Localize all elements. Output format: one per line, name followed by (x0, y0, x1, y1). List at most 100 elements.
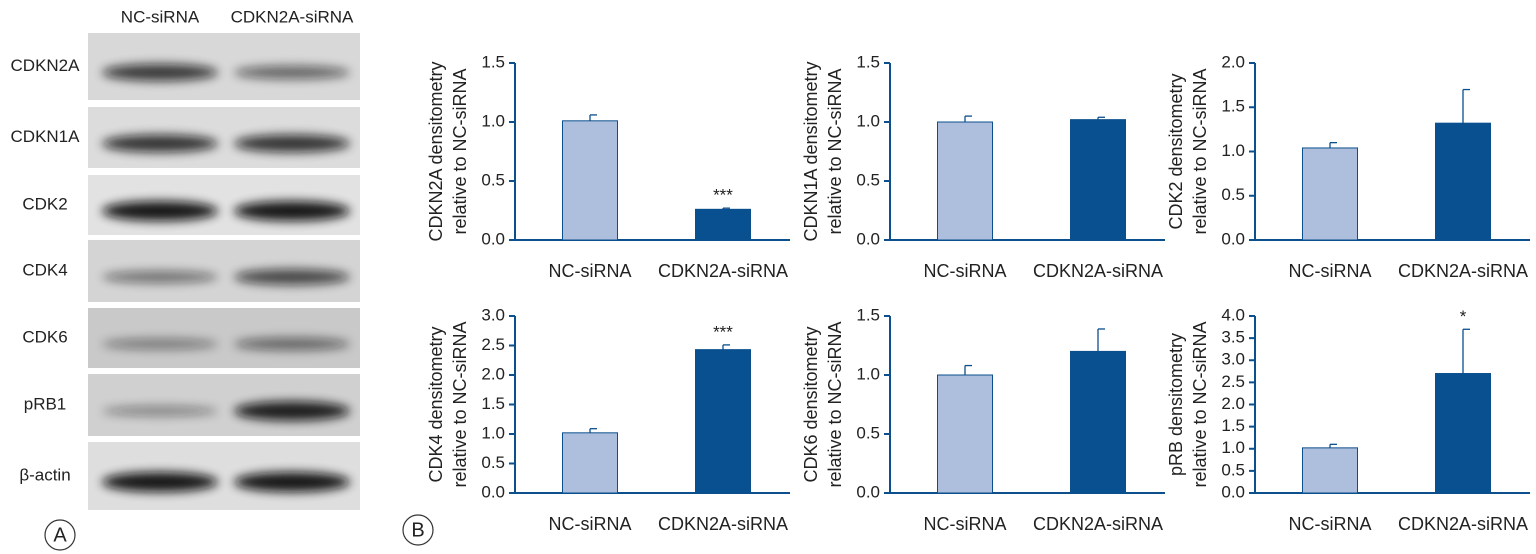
blot-background (88, 308, 360, 368)
y-tick-label: 2.5 (481, 335, 505, 354)
y-tick-label: 0.5 (1221, 460, 1245, 479)
blot-band (234, 201, 350, 221)
blot-band (102, 64, 218, 81)
panel-b-label: B (402, 514, 434, 546)
y-axis-label: pRB densitometry (1166, 333, 1186, 476)
blot-strip (88, 308, 360, 368)
error-bar (1462, 88, 1470, 124)
x-tick-label: CDKN2A-siRNA (1398, 261, 1528, 281)
y-tick-label: 3.5 (1221, 328, 1245, 347)
error-bar (589, 114, 597, 121)
x-tick-label: CDKN2A-siRNA (1033, 514, 1163, 534)
y-tick-label: 1.0 (1221, 438, 1245, 457)
blot-strip (88, 442, 360, 510)
error-bar (722, 344, 730, 350)
blot-band (234, 401, 350, 421)
y-tick-label: 1.5 (856, 52, 880, 71)
x-tick-label: NC-siRNA (549, 514, 632, 534)
panel-label: B (411, 519, 424, 541)
y-axis-label: relative to NC-siRNA (825, 68, 845, 234)
blot-band (102, 405, 218, 417)
blot-band (234, 269, 350, 285)
y-tick-label: 3.0 (481, 305, 505, 324)
bar (937, 121, 993, 241)
y-axis-label: relative to NC-siRNA (450, 68, 470, 234)
chart: CDKN1A densitometry relative to NC-siRNA 0… (801, 52, 1165, 281)
y-tick-label: 1.0 (481, 423, 505, 442)
lane-label: NC-siRNA (121, 7, 200, 26)
y-tick-label: 0.0 (856, 229, 880, 248)
chart: CDKN2A densitometry relative to NC-siRNA 0… (426, 52, 790, 281)
y-tick-label: 1.5 (1221, 97, 1245, 116)
blot-band (234, 65, 350, 80)
bar (695, 208, 751, 241)
error-bar (1462, 328, 1470, 374)
x-tick-label: NC-siRNA (924, 261, 1007, 281)
y-tick-label: 0.5 (481, 453, 505, 472)
significance-label: * (1460, 307, 1467, 326)
bar (1070, 119, 1126, 241)
blot-strip (88, 175, 360, 235)
protein-label: CDK2 (22, 194, 67, 213)
blot-band (234, 337, 350, 351)
bar (1435, 122, 1491, 241)
bar (937, 374, 993, 494)
y-tick-label: 2.0 (481, 364, 505, 383)
y-tick-label: 2.5 (1221, 372, 1245, 391)
y-tick-label: 0.0 (856, 482, 880, 501)
panel-label: A (53, 524, 67, 546)
y-tick-label: 1.0 (481, 111, 505, 130)
blot-band (102, 472, 218, 492)
y-tick-label: 1.0 (1221, 141, 1245, 160)
protein-label: CDK4 (22, 260, 67, 279)
bar (562, 432, 618, 494)
protein-label: CDK6 (22, 327, 67, 346)
y-tick-label: 0.0 (481, 482, 505, 501)
x-tick-label: NC-siRNA (1289, 261, 1372, 281)
blot-band (102, 338, 218, 350)
blot-band (102, 201, 218, 221)
error-bar (1097, 116, 1105, 120)
blot-band (102, 134, 218, 153)
y-tick-label: 0.0 (481, 229, 505, 248)
y-axis-label: CDK4 densitometry (426, 326, 446, 482)
bar (1435, 373, 1491, 494)
bar (562, 120, 618, 241)
bar (1302, 447, 1358, 494)
y-axis-label: relative to NC-siRNA (1190, 321, 1210, 487)
blot-strip (88, 107, 360, 168)
y-axis-label: CDKN1A densitometry (801, 61, 821, 241)
error-bar (964, 115, 972, 122)
x-tick-label: NC-siRNA (549, 261, 632, 281)
y-tick-label: 4.0 (1221, 305, 1245, 324)
blot-strip (88, 240, 360, 302)
error-bar (964, 364, 972, 375)
blot-band (234, 134, 350, 153)
y-tick-label: 0.5 (856, 423, 880, 442)
y-tick-label: 1.5 (481, 52, 505, 71)
y-tick-label: 0.0 (1221, 229, 1245, 248)
y-tick-label: 0.5 (856, 170, 880, 189)
x-tick-label: CDKN2A-siRNA (1398, 514, 1528, 534)
error-bar (1329, 141, 1337, 148)
protein-label: CDKN1A (11, 127, 81, 146)
y-tick-label: 1.5 (856, 305, 880, 324)
blot-strip (88, 33, 360, 100)
y-tick-label: 0.0 (1221, 482, 1245, 501)
y-tick-label: 2.0 (1221, 394, 1245, 413)
protein-label: β-actin (19, 465, 70, 484)
blot-strip (88, 374, 360, 436)
chart: CDK2 densitometry relative to NC-siRNA 0.0… (1166, 52, 1530, 281)
bar (1302, 147, 1358, 241)
panel-a-label: A (44, 519, 76, 551)
y-axis-label: relative to NC-siRNA (1190, 68, 1210, 234)
blot-band (102, 270, 218, 284)
y-axis-label: CDKN2A densitometry (426, 61, 446, 241)
significance-label: *** (713, 322, 733, 341)
x-tick-label: CDKN2A-siRNA (658, 514, 788, 534)
x-tick-label: CDKN2A-siRNA (1033, 261, 1163, 281)
x-tick-label: NC-siRNA (1289, 514, 1372, 534)
lane-label: CDKN2A-siRNA (231, 7, 354, 26)
bar (1070, 350, 1126, 494)
